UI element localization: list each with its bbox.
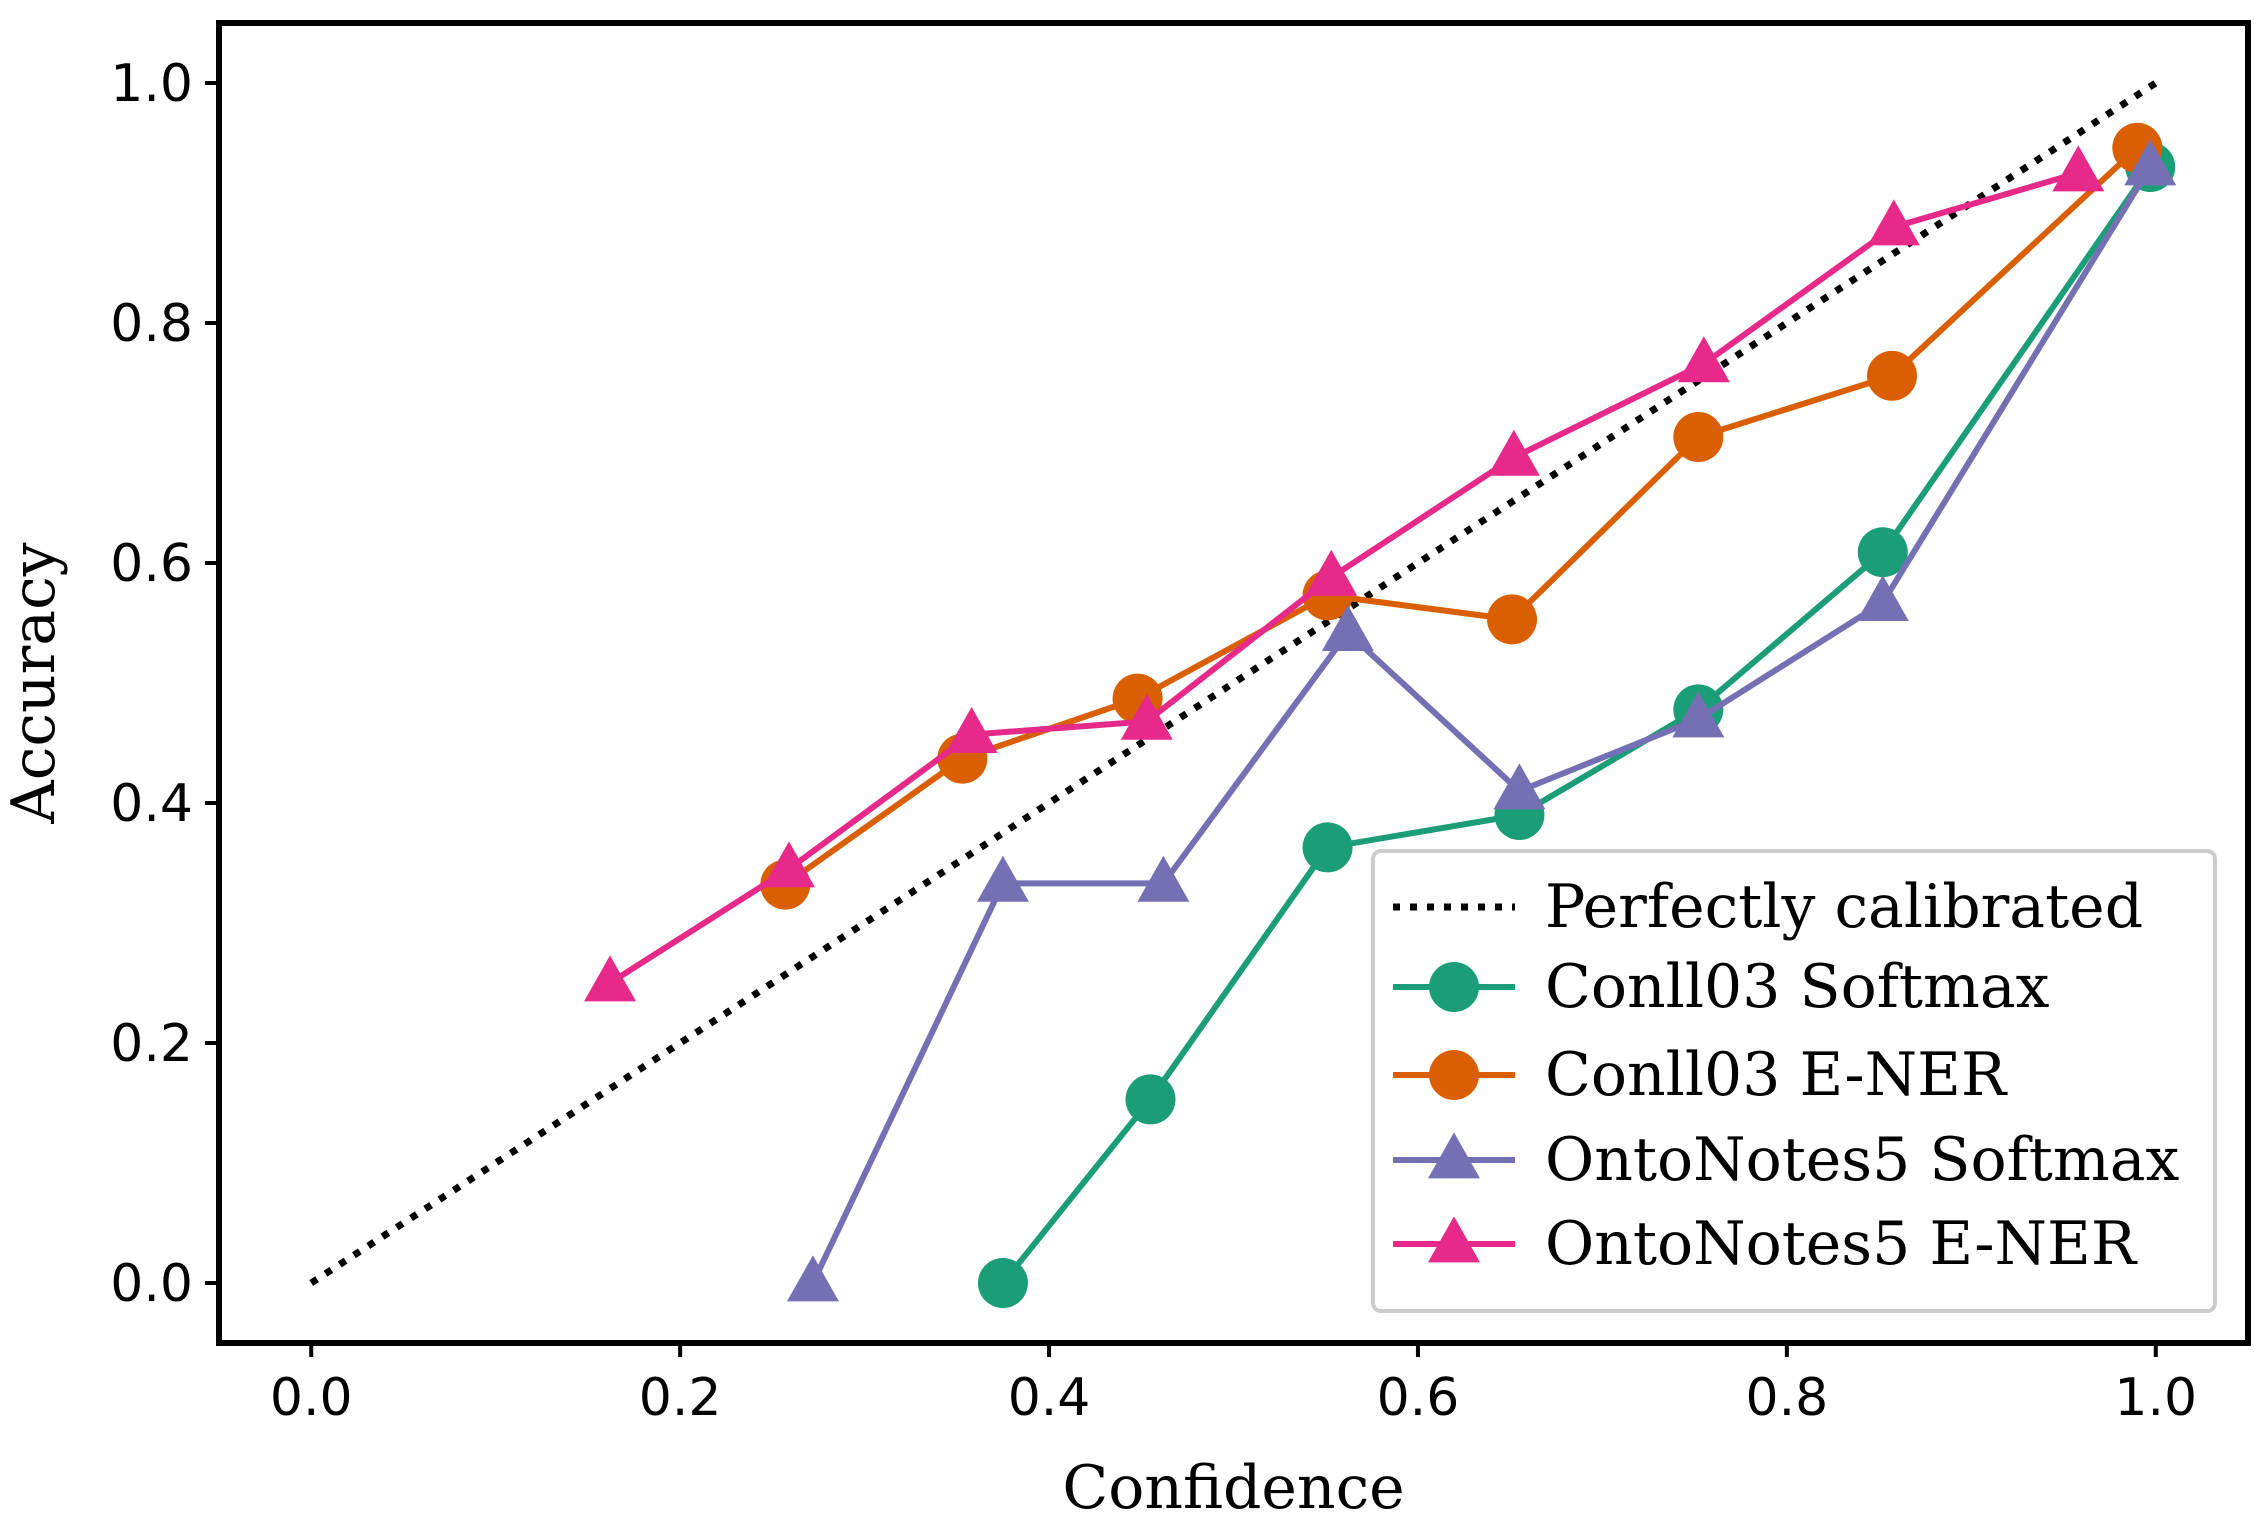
legend: Perfectly calibrated Conll03 Softmax Conll… [1371,849,2217,1313]
x-tick-label: 0.4 [1008,1368,1091,1428]
data-point [1120,693,1173,740]
legend-label-ontonotes5-softmax: OntoNotes5 Softmax [1545,1125,2180,1195]
x-tick-label: 0.0 [270,1368,353,1428]
data-point [2124,139,2177,186]
y-tick-label: 0.8 [110,294,193,354]
data-point [1302,822,1353,873]
y-tick-label: 0.4 [110,774,193,834]
series-ontonotes5-e-ner [584,145,2105,1002]
axes-frame [216,20,2251,1346]
data-point [1493,763,1546,810]
data-point [1857,527,1908,578]
x-tick-label: 0.8 [1746,1368,1829,1428]
data-point [1487,429,1540,476]
data-point [1673,412,1724,462]
x-tick-label: 0.2 [639,1368,722,1428]
x-axis-title: Confidence [1062,1453,1404,1518]
legend-marker-ontonotes5-e-ner [1428,1216,1480,1263]
data-point [1867,350,1918,401]
plot-area [309,80,2177,1308]
legend-label-conll03-e-ner: Conll03 E-NER [1545,1040,2008,1110]
x-tick-label: 0.6 [1377,1368,1460,1428]
data-point [1305,549,1358,596]
data-point [976,855,1029,902]
y-tick-label: 0.6 [110,534,193,594]
y-tick-label: 1.0 [110,54,193,114]
data-point [1867,199,1920,246]
data-point [1321,605,1374,651]
data-point [584,955,637,1002]
data-point [977,1258,1028,1308]
data-point [1137,855,1190,902]
legend-label-conll03-softmax: Conll03 Softmax [1545,952,2050,1022]
data-point [1672,691,1725,738]
legend-marker-ontonotes5-softmax [1428,1132,1480,1179]
data-point [786,1255,839,1302]
legend-marker-conll03-e-ner [1429,1050,1479,1100]
data-point [1856,575,1909,621]
series-conll03-e-ner [760,122,2163,910]
data-point [1487,594,1538,645]
legend-label-perfectly-calibrated: Perfectly calibrated [1545,872,2143,942]
legend-label-ontonotes5-e-ner: OntoNotes5 E-NER [1545,1209,2138,1279]
data-point [762,841,815,888]
y-tick-label: 0.2 [110,1014,193,1074]
legend-marker-conll03-softmax [1429,962,1479,1012]
y-tick-label: 0.0 [110,1254,193,1314]
axes: 0.0 0.2 0.4 0.6 0.8 1.0 0.0 0.2 0.4 0.6 0.8 1.0 Conf… [0,20,2251,1518]
x-tick-label: 1.0 [2114,1368,2197,1428]
series-line [810,165,2153,1285]
legend-box [1371,849,2217,1313]
data-point [1125,1074,1176,1125]
data-point [1677,336,1730,383]
y-axis-title: Accuracy [0,542,69,824]
data-point [2052,145,2105,192]
series-ontonotes5-softmax [786,139,2177,1302]
data-point [945,707,998,753]
